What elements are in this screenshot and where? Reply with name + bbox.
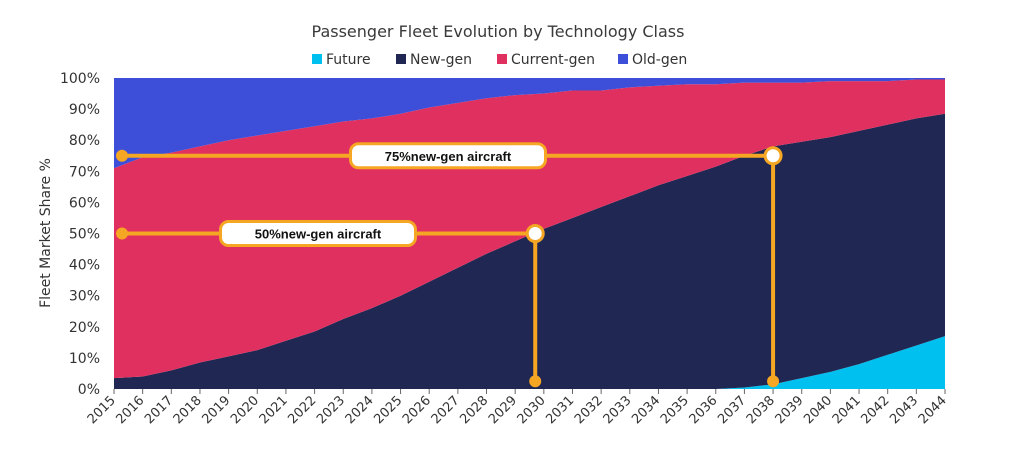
y-tick-label: 80% <box>69 133 100 149</box>
legend-swatch <box>396 54 406 64</box>
callout-bottom-dot <box>529 375 542 388</box>
callout-bottom-dot <box>767 375 780 388</box>
x-tick-label: 2038 <box>744 393 778 427</box>
y-tick-label: 100% <box>60 71 100 87</box>
x-tick-label: 2016 <box>113 393 147 427</box>
legend-label: Current-gen <box>511 52 595 68</box>
x-tick-label: 2036 <box>687 393 721 427</box>
x-tick-label: 2041 <box>830 393 864 427</box>
x-tick-label: 2044 <box>916 393 950 427</box>
y-tick-label: 30% <box>69 289 100 305</box>
callout-50: 50%new-gen aircraft <box>116 220 545 388</box>
callout-75: 75%new-gen aircraft <box>116 142 783 388</box>
x-tick-label: 2027 <box>429 393 463 427</box>
y-tick-label: 50% <box>69 227 100 243</box>
x-tick-label: 2032 <box>572 393 606 427</box>
y-axis-label: Fleet Market Share % <box>38 158 54 308</box>
chart-title: Passenger Fleet Evolution by Technology … <box>312 22 685 41</box>
x-tick-label: 2039 <box>773 393 807 427</box>
callout-label-box <box>349 142 547 170</box>
x-tick-label: 2026 <box>400 393 434 427</box>
callout-label: 50%new-gen aircraft <box>255 227 382 242</box>
x-tick-label: 2042 <box>859 393 893 427</box>
area-future <box>114 336 945 389</box>
x-tick-label: 2028 <box>457 393 491 427</box>
callout-intersection-marker <box>525 224 545 243</box>
x-tick-label: 2033 <box>601 393 635 427</box>
legend-label: Future <box>326 52 371 68</box>
callout-label: 75%new-gen aircraft <box>385 149 512 164</box>
y-tick-label: 70% <box>69 164 100 180</box>
x-tick-label: 2023 <box>314 393 348 427</box>
x-tick-label: 2043 <box>887 393 921 427</box>
x-tick-label: 2020 <box>228 393 262 427</box>
y-tick-label: 0% <box>78 382 100 398</box>
callout-label-box <box>219 220 417 247</box>
x-tick-label: 2019 <box>199 393 233 427</box>
x-tick-label: 2031 <box>543 393 577 427</box>
legend-swatch <box>312 54 322 64</box>
y-tick-label: 20% <box>69 320 100 336</box>
x-tick-label: 2040 <box>801 393 835 427</box>
y-tick-label: 40% <box>69 258 100 274</box>
legend-swatch <box>497 54 507 64</box>
area-new-gen <box>114 113 945 389</box>
callout-start-dot <box>116 149 128 162</box>
x-tick-label: 2025 <box>371 393 405 427</box>
legend: Future New-gen Current-gen Old-gen <box>312 52 687 68</box>
legend-swatch <box>618 54 628 64</box>
callout-intersection-marker <box>763 146 783 166</box>
x-axis-ticks: 2015201620172018201920202021202220232024… <box>85 389 950 427</box>
x-tick-label: 2035 <box>658 393 692 427</box>
x-tick-label: 2029 <box>486 393 520 427</box>
x-tick-label: 2024 <box>343 393 377 427</box>
legend-label: New-gen <box>410 52 472 68</box>
y-tick-label: 90% <box>69 102 100 118</box>
legend-label: Old-gen <box>632 52 687 68</box>
x-tick-label: 2022 <box>285 393 319 427</box>
area-old-gen <box>114 78 945 169</box>
annotations: 75%new-gen aircraft 50%new-gen aircraft <box>116 142 783 388</box>
x-tick-label: 2018 <box>171 393 205 427</box>
y-tick-label: 60% <box>69 195 100 211</box>
x-tick-label: 2021 <box>257 393 291 427</box>
callout-start-dot <box>116 227 128 240</box>
y-tick-label: 10% <box>69 351 100 367</box>
x-tick-label: 2034 <box>629 393 663 427</box>
x-tick-label: 2037 <box>715 393 749 427</box>
y-axis-ticks: 0% 10% 20% 30% 40% 50% 60% 70% 80% 90% 100% <box>60 71 100 398</box>
x-tick-label: 2015 <box>85 393 119 427</box>
x-tick-label: 2030 <box>515 393 549 427</box>
x-tick-label: 2017 <box>142 393 176 427</box>
